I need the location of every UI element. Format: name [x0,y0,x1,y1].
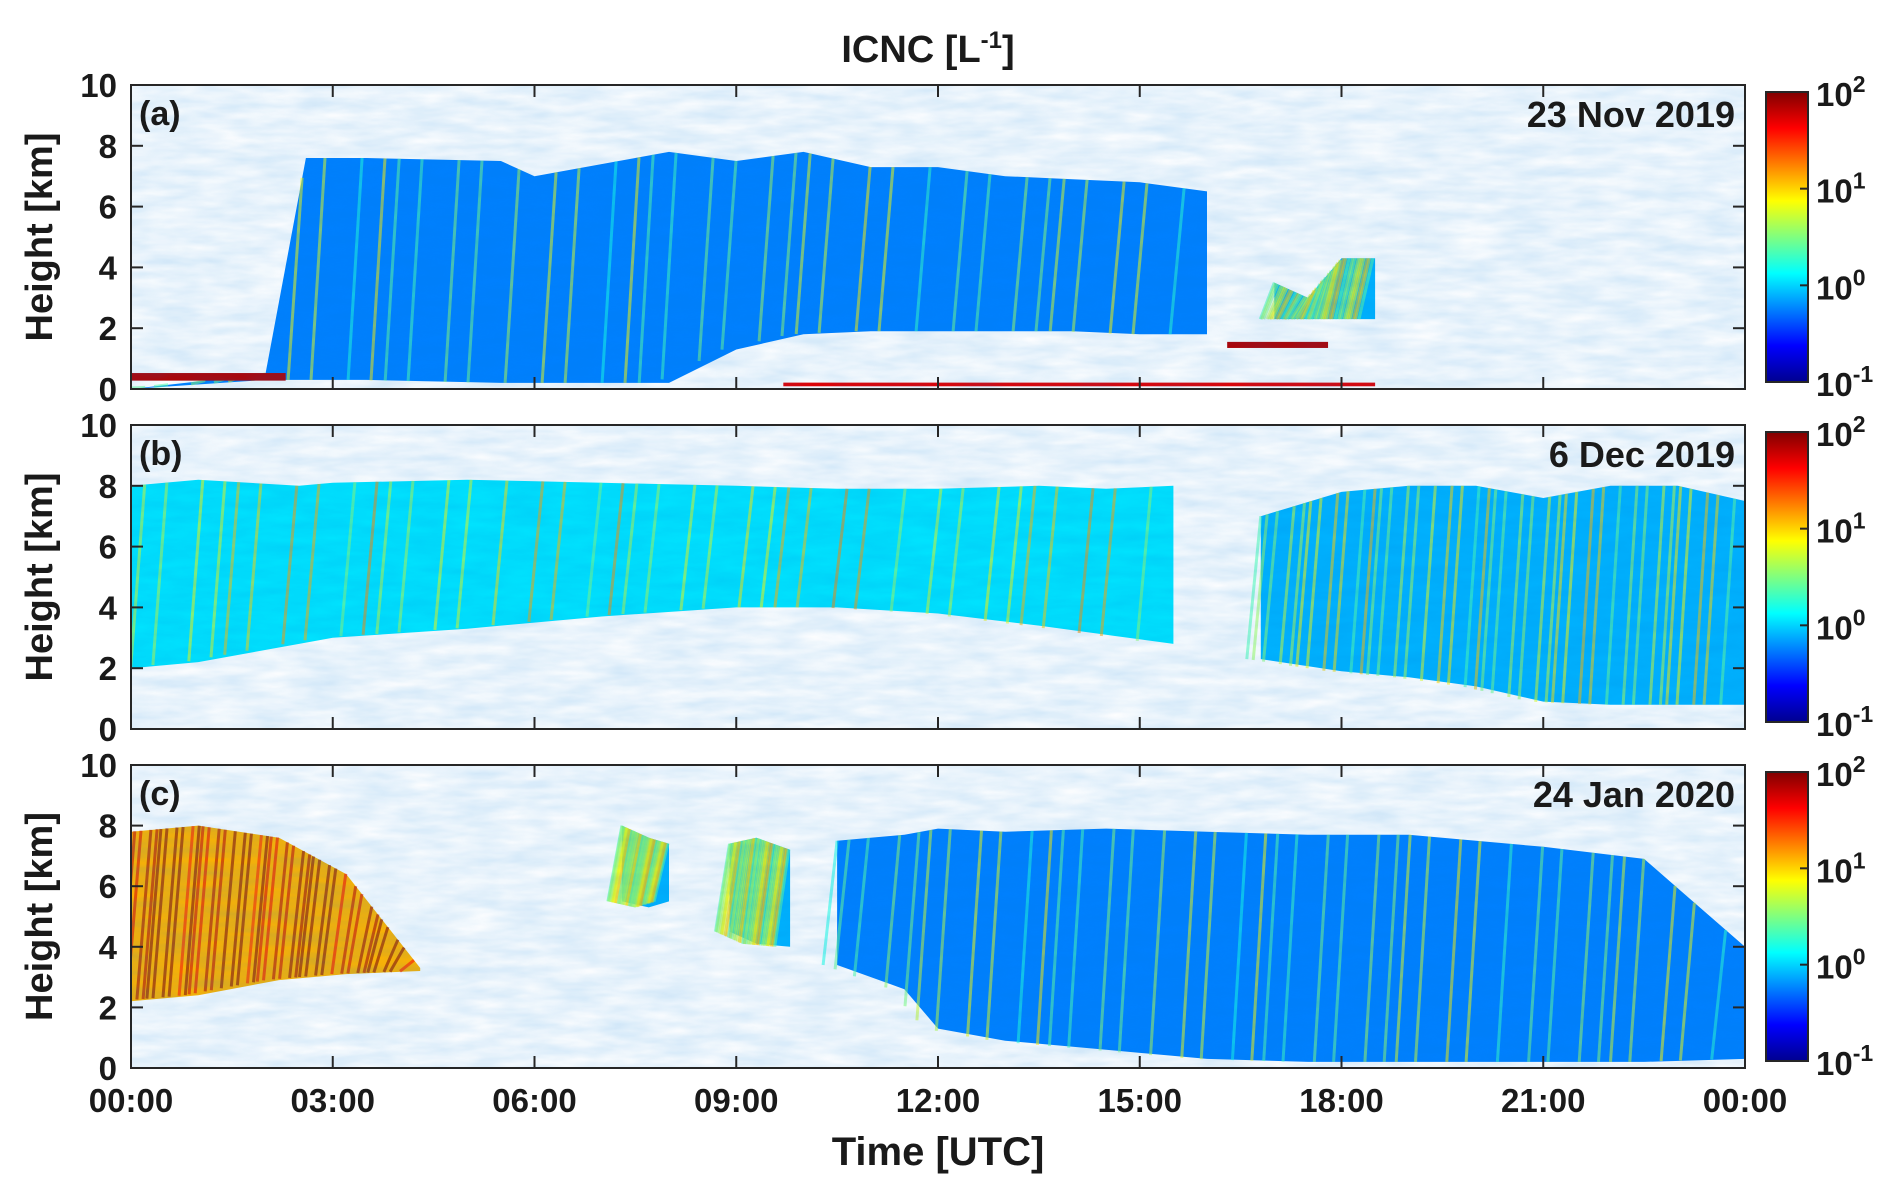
fall-streak-1-0-0 [131,485,133,506]
colorbar-tick-label-2-1: 100 [1816,944,1866,986]
colorbar-tick-label-0-0: 10-1 [1816,361,1873,403]
texture-1 [131,425,1745,729]
colorbar-tick-label-1-3: 102 [1816,411,1866,453]
y-tick-label-1-2: 4 [99,589,118,626]
x-tick-label-4: 12:00 [896,1082,980,1119]
y-tick-label-2-5: 10 [80,747,117,784]
colorbar-tick-label-1-0: 10-1 [1816,701,1873,743]
y-tick-label-2-0: 0 [99,1050,117,1087]
y-tick-label-2-2: 4 [99,929,118,966]
plot-area-0 [131,85,1745,389]
y-tick-label-0-0: 0 [99,371,117,408]
colorbar-tick-label-0-3: 102 [1816,71,1866,113]
colorbar-tick-label-2-3: 102 [1816,751,1866,793]
y-tick-label-1-3: 6 [99,529,117,566]
x-tick-label-7: 21:00 [1501,1082,1585,1119]
panel-date-2: 24 Jan 2020 [1533,774,1735,815]
y-tick-label-1-1: 2 [99,650,117,687]
x-tick-label-8: 00:00 [1703,1082,1787,1119]
y-tick-label-0-3: 6 [99,189,117,226]
texture-0 [131,85,1745,389]
x-tick-label-0: 00:00 [89,1082,173,1119]
y-tick-label-2-1: 2 [99,989,117,1026]
colorbar-1 [1765,431,1809,723]
y-tick-label-0-4: 8 [99,128,117,165]
x-tick-label-5: 15:00 [1098,1082,1182,1119]
y-axis-label-1: Height [km] [19,473,61,682]
y-tick-label-0-5: 10 [80,67,117,104]
plot-area-1 [131,425,1745,729]
colorbar-tick-label-0-2: 101 [1816,168,1866,210]
colorbar-tick-label-1-2: 101 [1816,508,1866,550]
panel-2: 0 2 4 6 8 10 00:00 03:00 06:00 09:00 12:00 15:00 18:… [19,747,1873,1119]
panel-date-0: 23 Nov 2019 [1527,94,1735,135]
colorbar-tick-label-1-1: 100 [1816,604,1866,646]
y-tick-label-2-4: 8 [99,808,117,845]
colorbar-0 [1765,91,1809,383]
x-axis-label: Time [UTC] [832,1130,1045,1174]
figure-title: ICNC [L-1] [841,27,1014,71]
x-tick-label-1: 03:00 [291,1082,375,1119]
y-axis-label-0: Height [km] [19,133,61,342]
y-tick-label-1-0: 0 [99,711,117,748]
panel-label-2: (c) [139,775,181,813]
panel-1: 0 2 4 6 8 10 Height [km] (b) 6 Dec 2019 10-1 100 10… [19,407,1873,748]
x-tick-label-6: 18:00 [1299,1082,1383,1119]
y-tick-label-2-3: 6 [99,868,117,905]
y-tick-label-1-5: 10 [80,407,117,444]
x-tick-label-3: 09:00 [694,1082,778,1119]
texture-2 [131,765,1745,1068]
colorbar-2 [1765,771,1809,1062]
panel-label-1: (b) [139,435,182,473]
colorbar-tick-label-0-1: 100 [1816,264,1866,306]
panel-date-1: 6 Dec 2019 [1549,434,1735,475]
x-tick-label-2: 06:00 [492,1082,576,1119]
fall-streak-2-0-0 [131,831,133,850]
y-tick-label-0-1: 2 [99,310,117,347]
y-tick-label-0-2: 4 [99,249,118,286]
colorbar-tick-label-2-2: 101 [1816,847,1866,889]
panel-label-0: (a) [139,95,181,133]
y-tick-label-1-4: 8 [99,468,117,505]
colorbar-tick-label-2-0: 10-1 [1816,1040,1873,1082]
y-axis-label-2: Height [km] [19,812,61,1021]
plot-area-2 [131,765,1745,1068]
panel-0: 0 2 4 6 8 10 Height [km] (a) 23 Nov 2019 10-1 100 1… [19,67,1873,408]
